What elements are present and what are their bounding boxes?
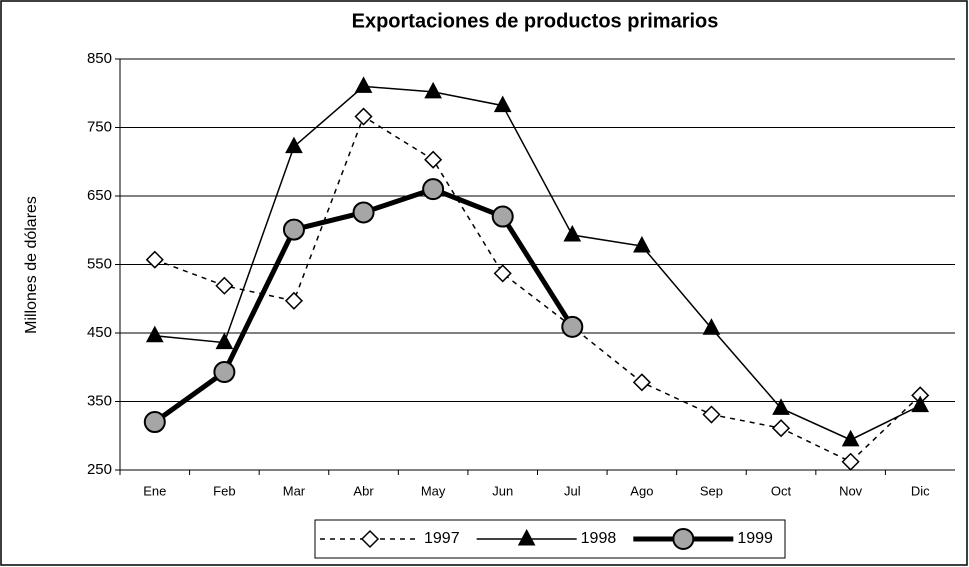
data-point — [424, 150, 443, 169]
data-point — [771, 419, 791, 438]
x-tick-label: Ene — [143, 483, 166, 498]
data-point — [215, 276, 234, 295]
data-point — [285, 136, 303, 154]
data-point — [563, 224, 582, 242]
data-point — [143, 411, 166, 434]
data-point — [213, 361, 236, 384]
legend-marker — [360, 529, 380, 549]
data-point — [491, 205, 514, 228]
series-line — [154, 115, 921, 463]
data-point — [215, 332, 234, 350]
legend-label: 1997 — [424, 530, 460, 547]
data-point — [841, 429, 860, 447]
series-line — [154, 85, 921, 441]
data-point — [911, 395, 930, 413]
data-point — [354, 76, 373, 93]
data-point — [702, 318, 721, 335]
x-tick-label: Jul — [564, 483, 581, 498]
x-tick-label: Feb — [213, 483, 235, 498]
data-point — [145, 325, 164, 343]
legend-label: 1999 — [737, 530, 773, 547]
data-point — [772, 398, 790, 415]
legend-marker — [672, 528, 695, 550]
y-tick-label: 850 — [87, 50, 112, 67]
data-point — [282, 218, 305, 241]
legend-label: 1998 — [581, 530, 617, 547]
data-point — [493, 95, 512, 113]
data-point — [422, 178, 445, 201]
y-tick-label: 450 — [87, 324, 112, 341]
data-point — [493, 264, 512, 283]
data-point — [284, 291, 304, 310]
data-point — [352, 201, 375, 224]
y-tick-label: 650 — [87, 187, 112, 204]
x-tick-label: Dic — [911, 483, 930, 498]
data-point — [632, 373, 651, 392]
x-tick-label: Ago — [630, 483, 653, 498]
y-axis-label: Millones de dólares — [23, 196, 40, 334]
data-point — [145, 250, 164, 269]
chart-title: Exportaciones de productos primarios — [352, 10, 719, 32]
x-tick-label: Jun — [492, 483, 513, 498]
data-point — [702, 405, 721, 424]
x-tick-label: Abr — [353, 483, 374, 498]
x-tick-label: Oct — [771, 483, 792, 498]
x-tick-label: Nov — [839, 483, 863, 498]
x-tick-label: Sep — [700, 483, 723, 498]
data-point — [633, 235, 651, 253]
x-tick-label: May — [421, 483, 446, 498]
x-tick-label: Mar — [283, 483, 306, 498]
y-tick-label: 350 — [87, 392, 112, 409]
data-point — [424, 81, 442, 99]
data-point — [354, 107, 373, 126]
data-point — [561, 315, 584, 338]
legend-marker — [517, 528, 536, 546]
y-tick-label: 750 — [87, 118, 112, 135]
y-tick-label: 550 — [87, 255, 112, 272]
y-tick-label: 250 — [87, 461, 112, 478]
data-point — [841, 452, 860, 471]
